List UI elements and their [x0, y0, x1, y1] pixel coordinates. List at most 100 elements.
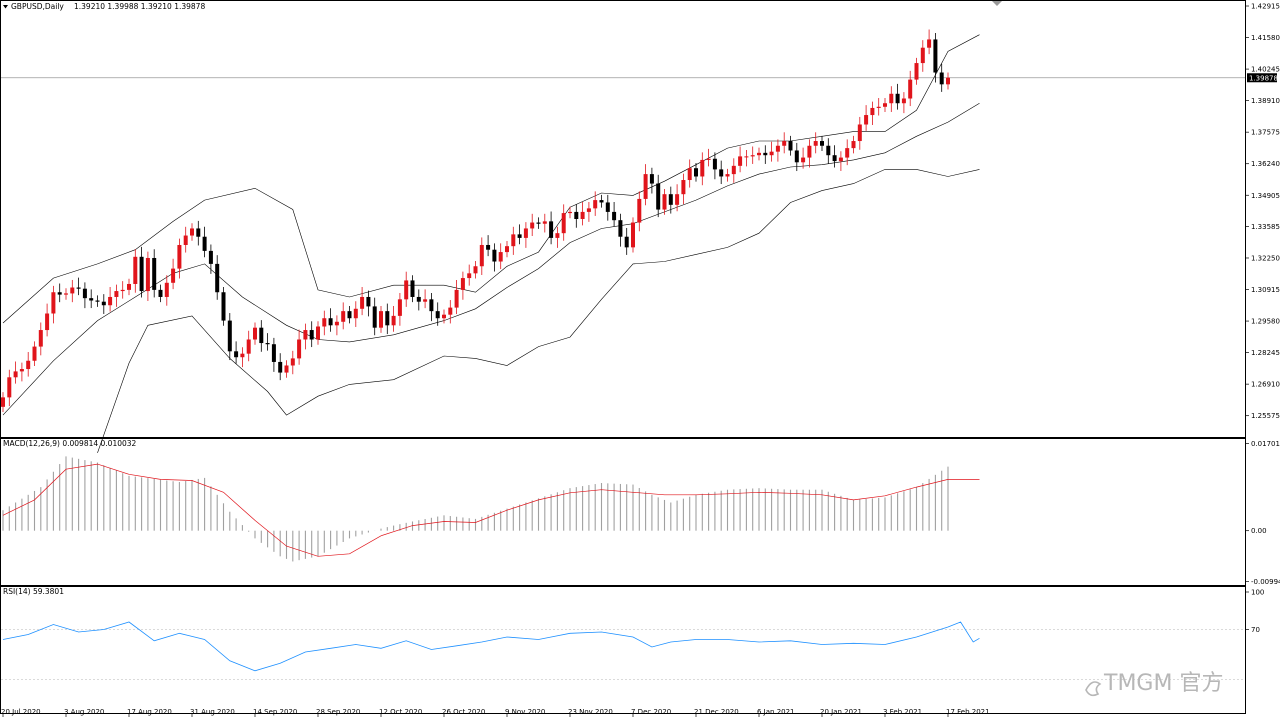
macd-tick-label: 0.00 — [1251, 527, 1267, 535]
candle-body — [127, 283, 131, 290]
candle-body — [454, 289, 459, 308]
chart-title: GBPUSD,Daily — [11, 2, 64, 11]
candle-body — [145, 257, 150, 292]
candle-body — [429, 299, 434, 312]
price-tick-label: 1.38910 — [1251, 97, 1280, 105]
candle-body — [265, 343, 270, 345]
candle-body — [271, 344, 276, 362]
candle-body — [7, 377, 12, 398]
candle-body — [612, 211, 617, 221]
candle-body — [523, 228, 528, 238]
candle-body — [259, 327, 264, 344]
chart-shift-marker-icon[interactable] — [992, 1, 1002, 6]
candle-body — [360, 296, 365, 309]
candle-body — [334, 321, 339, 326]
candle-body — [246, 339, 251, 354]
candle-body — [908, 79, 913, 99]
candle-body — [391, 315, 396, 326]
candle-body — [13, 371, 18, 378]
time-tick-label: 3 Feb 2021 — [883, 708, 922, 716]
candle-body — [234, 351, 239, 358]
candle-body — [788, 141, 793, 151]
candle-body — [492, 249, 497, 262]
candle-body — [164, 282, 169, 297]
price-tick-label: 1.34905 — [1251, 192, 1280, 200]
candle-body — [782, 141, 787, 146]
candle-body — [505, 246, 509, 253]
candle-body — [838, 157, 843, 162]
candle-body — [95, 300, 100, 302]
candle-body — [278, 361, 283, 373]
candle-body — [832, 155, 837, 162]
candle-body — [801, 157, 806, 163]
candle-body — [700, 159, 705, 177]
candle-body — [208, 250, 213, 264]
candle-body — [190, 228, 194, 236]
candle-body — [813, 141, 818, 146]
candle-body — [744, 156, 749, 158]
candle-body — [542, 221, 547, 224]
candle-body — [120, 289, 125, 292]
candle-body — [442, 314, 446, 319]
price-tick-label: 1.26910 — [1251, 381, 1280, 389]
candle-body — [227, 320, 232, 352]
candle-body — [662, 194, 667, 210]
candle-body — [19, 369, 24, 372]
time-tick-label: 6 Jan 2021 — [757, 708, 795, 716]
candle-body — [712, 158, 717, 170]
price-tick-label: 1.41580 — [1251, 34, 1280, 42]
candle-body — [725, 174, 730, 177]
candle-body — [423, 299, 428, 302]
price-tick-label: 1.25575 — [1251, 412, 1280, 420]
macd-tick-label: 0.017015 — [1251, 440, 1280, 448]
macd-tick-label: -0.009942 — [1251, 578, 1280, 586]
candle-body — [316, 326, 320, 340]
candle-body — [914, 63, 919, 80]
price-tick-label: 1.28245 — [1251, 349, 1280, 357]
candle-body — [807, 145, 812, 158]
candle-body — [555, 233, 560, 238]
candle-body — [920, 47, 925, 64]
ohlc-values: 1.39210 1.39988 1.39210 1.39878 — [74, 2, 205, 11]
time-tick-label: 28 Sep 2020 — [316, 708, 360, 716]
candle-body — [347, 311, 352, 319]
candle-body — [574, 211, 579, 219]
candle-body — [549, 221, 554, 238]
candle-body — [939, 72, 944, 85]
candle-body — [435, 311, 440, 319]
candle-body — [322, 318, 327, 327]
macd-pane — [2, 456, 980, 562]
candle-body — [649, 174, 654, 184]
candle-body — [290, 358, 295, 366]
candle-body — [108, 296, 113, 306]
time-tick-label: 9 Nov 2020 — [505, 708, 545, 716]
dropdown-arrow-icon[interactable] — [3, 5, 8, 9]
rsi-line — [2, 621, 980, 672]
candle-body — [303, 330, 308, 340]
bollinger-upper — [2, 34, 980, 324]
candle-body — [473, 266, 478, 274]
candle-body — [404, 280, 409, 300]
candle-body — [416, 296, 421, 302]
candle-body — [775, 145, 780, 152]
candle-body — [643, 174, 648, 199]
candle-body — [284, 365, 289, 373]
candle-body — [328, 318, 333, 326]
candle-body — [895, 93, 900, 104]
current-price-badge — [1247, 73, 1277, 83]
time-tick-label: 17 Feb 2021 — [946, 708, 990, 716]
candle-body — [624, 236, 629, 248]
candle-body — [656, 183, 661, 210]
candle-body — [89, 298, 94, 301]
candle-body — [889, 93, 894, 104]
candle-body — [196, 228, 201, 237]
candle-body — [385, 311, 390, 326]
candle-body — [82, 288, 87, 299]
candle-body — [927, 39, 932, 48]
candle-body — [933, 39, 938, 73]
axes: 1.42915 1.41580 1.40245 1.38910 1.37575 1.362… — [1, 3, 1280, 717]
candle-body — [202, 236, 207, 251]
candle-body — [901, 98, 906, 104]
candle-body — [946, 77, 950, 85]
candle-body — [605, 202, 610, 212]
